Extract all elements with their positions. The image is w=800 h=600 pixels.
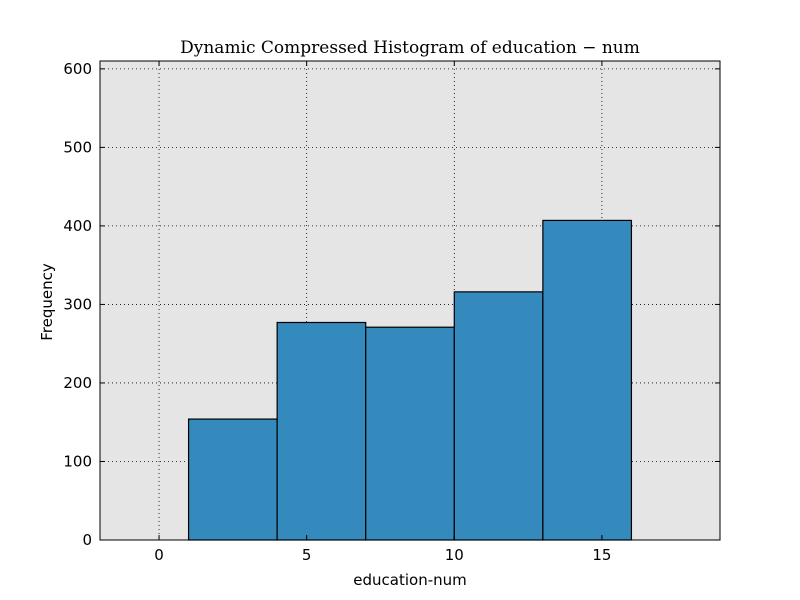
x-tick-label: 10 — [445, 546, 464, 564]
y-tick-label: 200 — [63, 374, 92, 392]
histogram-bar-1 — [187, 418, 278, 541]
y-tick-label: 0 — [82, 531, 92, 549]
bars — [187, 219, 633, 541]
histogram-bar-4 — [453, 291, 544, 541]
x-tick-label: 0 — [154, 546, 164, 564]
histogram-bar-3 — [365, 326, 455, 541]
y-tick-label: 500 — [63, 138, 92, 156]
x-axis-label: education-num — [353, 571, 466, 589]
y-tick-label: 100 — [63, 452, 92, 470]
y-axis: 0 100 200 300 400 500 600 — [63, 60, 720, 549]
y-tick-label: 600 — [63, 60, 92, 78]
y-axis-label: Frequency — [38, 263, 56, 341]
histogram-bar-5 — [542, 219, 633, 541]
chart-title: Dynamic Compressed Histogram of educatio… — [180, 38, 640, 58]
y-tick-label: 400 — [63, 217, 92, 235]
x-axis: 0 5 10 15 — [154, 61, 611, 564]
plot-frame — [99, 60, 721, 541]
x-tick-label: 5 — [302, 546, 312, 564]
x-tick-label: 15 — [592, 546, 611, 564]
histogram-bar-2 — [276, 321, 367, 541]
y-tick-label: 300 — [63, 295, 92, 313]
